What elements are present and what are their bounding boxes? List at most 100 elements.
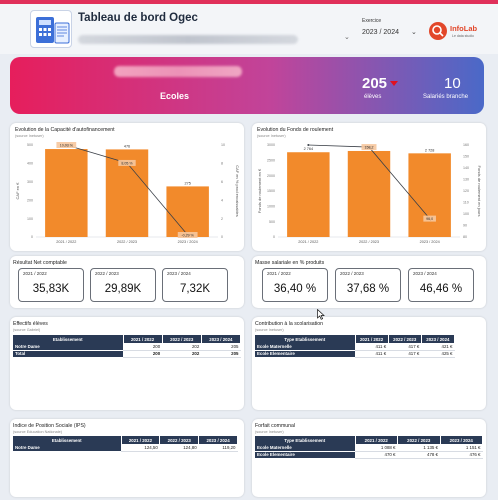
masse-kpi-3: 2023 / 2024 46,46 % xyxy=(408,268,474,302)
contribution-card: Contribution à la scolarisation (source … xyxy=(252,317,486,410)
y2-tick-label: 0 xyxy=(221,235,223,239)
exercice-select[interactable]: 2023 / 2024 xyxy=(362,29,399,36)
infolab-logo: InfoLab Le data studio xyxy=(428,16,486,46)
kpi-value: 7,32K xyxy=(179,283,211,295)
cell: 478 € xyxy=(397,451,440,459)
bar-value-label: 476 xyxy=(124,144,130,148)
resultat-title: Résultat Net comptable xyxy=(13,260,67,266)
forfait-table: Type Etablissement 2021 / 2022 2022 / 20… xyxy=(255,436,483,459)
column-header[interactable]: 2023 / 2024 xyxy=(440,436,483,444)
column-header[interactable]: 2022 / 2023 xyxy=(159,436,200,444)
line-label-bg xyxy=(177,232,198,238)
table-row: Notre Dame 200 202 205 xyxy=(13,343,241,351)
cell: 1 088 € xyxy=(355,444,398,452)
kpi-value: 36,40 % xyxy=(273,283,317,295)
y2-tick-label: 2 xyxy=(221,217,223,221)
column-header[interactable]: 2023 / 2024 xyxy=(421,335,456,343)
total-row: Total 200 202 205 xyxy=(13,350,241,358)
redacted-establishment-name xyxy=(78,35,298,44)
eleves-count: 205 xyxy=(362,75,388,92)
y-tick-label: 100 xyxy=(27,217,33,221)
y-tick-label: 400 xyxy=(27,162,33,166)
kpi-period: 2023 / 2024 xyxy=(413,271,437,276)
kpi-period: 2022 / 2023 xyxy=(95,271,119,276)
column-header[interactable]: 2021 / 2022 xyxy=(355,436,398,444)
header: Tableau de bord Ogec ⌄ Exercice 2023 / 2… xyxy=(0,4,498,54)
y-tick-label: 300 xyxy=(27,180,33,184)
bar-value-label: 2 728 xyxy=(425,148,435,152)
y-axis-label: CAF en € xyxy=(15,182,20,200)
cell: 476 € xyxy=(440,451,483,459)
line-value-label: 158,2 xyxy=(365,145,374,149)
kpi-value: 35,83K xyxy=(32,283,70,295)
cell: 124,80 xyxy=(159,444,199,452)
cell: 200 xyxy=(123,343,163,351)
exercice-chevron-icon[interactable]: ⌄ xyxy=(411,29,417,36)
column-header[interactable]: Type Etablissement xyxy=(255,436,356,444)
exercice-label: Exercice xyxy=(362,18,382,24)
row-label: Ecole Elementaire xyxy=(255,451,355,459)
trend-down-icon xyxy=(390,81,398,86)
column-header[interactable]: 2022 / 2023 xyxy=(388,335,422,343)
kpi-period: 2021 / 2022 xyxy=(267,271,291,276)
cell: 202 xyxy=(162,343,202,351)
resultat-kpi-1: 2021 / 2022 35,83K xyxy=(18,268,84,302)
cell: 421 € xyxy=(421,343,455,351)
page-title: Tableau de bord Ogec xyxy=(78,12,198,24)
line-value-label: 8,05 % xyxy=(121,161,133,165)
column-header[interactable]: Type Etablissement xyxy=(255,335,356,343)
chevron-down-icon[interactable]: ⌄ xyxy=(344,34,350,41)
masse-kpi-1: 2021 / 2022 36,40 % xyxy=(262,268,328,302)
ips-source: (source Education Nationale) xyxy=(13,430,62,434)
cell: 205 xyxy=(201,343,241,351)
fdr-source: (source Inetuser) xyxy=(257,134,286,138)
table-row: Ecole Elementaire 470 € 478 € 476 € xyxy=(255,451,483,459)
kpi-banner: Ecoles 205 élèves 10 Salariés branche xyxy=(10,57,484,114)
ips-table: Etablissement 2021 / 2022 2022 / 2023 20… xyxy=(13,436,238,452)
column-header[interactable]: 2021 / 2022 xyxy=(355,335,389,343)
column-header[interactable]: 2021 / 2022 xyxy=(121,436,161,444)
x-tick-label: 2022 / 2023 xyxy=(117,240,137,244)
row-label: Notre Dame xyxy=(13,444,121,452)
effectifs-title: Effectifs élèves xyxy=(13,321,48,327)
contribution-table: Type Etablissement 2021 / 2022 2022 / 20… xyxy=(255,335,456,358)
caf-card: Evolution de la Capacité d'autofinanceme… xyxy=(10,123,244,251)
cell: 417 € xyxy=(388,350,422,358)
column-header[interactable]: 2023 / 2024 xyxy=(201,335,242,343)
masse-kpi-2: 2022 / 2023 37,68 % xyxy=(335,268,401,302)
fdr-title: Evolution du Fonds de roulement xyxy=(257,127,334,133)
caf-source: (source Inetuser) xyxy=(15,134,44,138)
line-label-bg xyxy=(361,144,377,151)
cell: 124,50 xyxy=(121,444,160,452)
cell: 1 151 € xyxy=(440,444,483,452)
effectifs-card: Effectifs élèves (source Gabriel) Etabli… xyxy=(10,317,244,410)
contribution-source: (source Inetuser) xyxy=(255,328,284,332)
total-label: Total xyxy=(13,350,123,358)
y2-tick-label: 110 xyxy=(463,201,469,205)
table-row: Ecole Maternelle 1 088 € 1 135 € 1 151 € xyxy=(255,444,483,452)
forfait-card: Forfait communal (source Inetuser) Type … xyxy=(252,419,486,497)
column-header[interactable]: 2022 / 2023 xyxy=(397,436,441,444)
column-header[interactable]: 2022 / 2023 xyxy=(162,335,202,343)
resultat-card: Résultat Net comptable 2021 / 2022 35,83… xyxy=(10,256,244,308)
line-label-bg xyxy=(118,159,136,166)
y-tick-label: 500 xyxy=(269,220,275,224)
column-header[interactable]: Etablissement xyxy=(13,335,124,343)
cell: 411 € xyxy=(355,343,389,351)
column-header[interactable]: 2021 / 2022 xyxy=(123,335,163,343)
x-tick-label: 2023 / 2024 xyxy=(420,240,440,244)
cell: 202 xyxy=(162,350,202,358)
line-value-label: -0,29 % xyxy=(181,233,194,237)
line-label-bg xyxy=(56,142,77,148)
bar xyxy=(347,150,391,237)
kpi-period: 2023 / 2024 xyxy=(167,271,191,276)
kpi-value: 29,89K xyxy=(104,283,142,295)
masse-title: Masse salariale en % produits xyxy=(255,260,325,266)
row-label: Ecole Maternelle xyxy=(255,343,355,351)
y-tick-label: 500 xyxy=(27,143,33,147)
line-value-label: 96,0 xyxy=(426,217,433,221)
column-header[interactable]: Etablissement xyxy=(13,436,122,444)
column-header[interactable]: 2023 / 2024 xyxy=(198,436,238,444)
y-tick-label: 0 xyxy=(31,235,33,239)
calculator-logo-icon xyxy=(30,10,72,48)
